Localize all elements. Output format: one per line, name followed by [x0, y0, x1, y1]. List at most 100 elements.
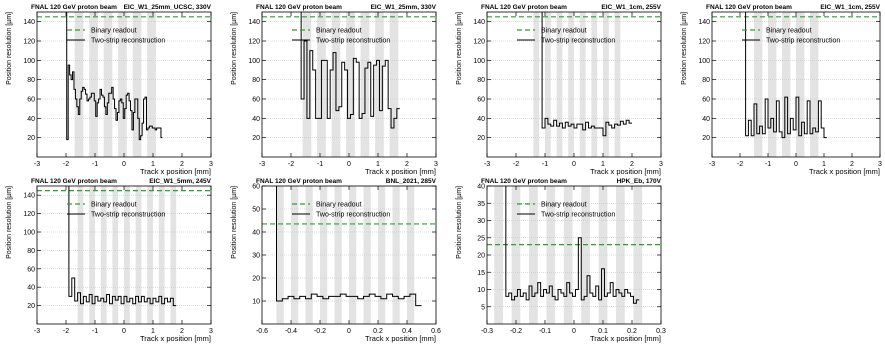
y-tick-label: 80 [477, 77, 485, 84]
x-tick-label: 1 [601, 161, 605, 168]
y-tick-label: 100 [248, 58, 260, 65]
x-tick-label: 0.1 [598, 328, 608, 335]
x-tick-label: 0.6 [431, 328, 441, 335]
strip-band [305, 186, 313, 324]
x-tick-label: 2 [180, 328, 184, 335]
x-axis-label: Track x position [mm] [140, 167, 211, 176]
y-tick-label: 10 [252, 299, 260, 306]
y-tick-label: 10 [477, 287, 485, 294]
x-tick-label: -0.1 [539, 328, 551, 335]
x-tick-label: -2 [737, 161, 743, 168]
y-tick-label: 20 [27, 135, 35, 142]
y-axis-label: Position resolution [µm] [231, 186, 238, 259]
beam-label: FNAL 120 GeV proton beam [256, 4, 342, 11]
x-tick-label: 1 [151, 328, 155, 335]
strip-band [563, 186, 573, 324]
y-tick-label: 40 [477, 184, 485, 191]
sensor-label: BNL_2021, 285V [386, 178, 437, 185]
y-tick-label: 80 [27, 248, 35, 255]
x-tick-label: 3 [659, 161, 663, 168]
x-tick-label: 1 [822, 161, 826, 168]
strip-band [782, 12, 791, 157]
strip-band [603, 12, 609, 157]
x-tick-label: 0 [347, 161, 351, 168]
chart-panel: -3 -2 -1 0 1 2 3 20 40 60 80 100 120 140 FNAL 120 GeV … [681, 4, 882, 176]
y-tick-label: 140 [698, 19, 710, 26]
x-tick-label: 0 [572, 161, 576, 168]
y-tick-label: 60 [252, 184, 260, 191]
sensor-label: HPK_Eb, 170V [617, 178, 662, 185]
legend-binary-label: Binary readout [541, 28, 587, 35]
y-tick-label: 60 [477, 97, 485, 104]
strip-band [363, 186, 371, 324]
x-tick-label: -0.3 [481, 328, 493, 335]
y-tick-label: 20 [477, 135, 485, 142]
two-strip-series [66, 12, 163, 141]
legend-binary-label: Binary readout [91, 202, 137, 209]
x-axis-label: Track x position [mm] [140, 334, 211, 343]
strip-band [494, 186, 503, 324]
strip-band [810, 12, 819, 157]
y-tick-label: 100 [23, 58, 35, 65]
x-tick-label: -1 [542, 161, 548, 168]
y-tick-label: 140 [248, 19, 260, 26]
y-tick-label: 120 [698, 39, 710, 46]
x-tick-label: 3 [209, 328, 213, 335]
strip-band [320, 186, 328, 324]
x-tick-label: -1 [765, 161, 771, 168]
y-tick-label: 60 [252, 97, 260, 104]
y-tick-label: 35 [477, 201, 485, 208]
legend-binary-label: Binary readout [316, 28, 362, 35]
y-tick-label: 20 [702, 135, 710, 142]
chart-panel: -3 -2 -1 0 1 2 3 20 40 60 80 100 120 140 FNAL 120 GeV … [6, 178, 213, 343]
x-tick-label: -1 [92, 328, 98, 335]
y-axis-label: Position resolution [µm] [456, 186, 463, 259]
chart-panel: -0.3 -0.2 -0.1 0 0.1 0.2 0.3 5 10 15 20 25 30 35 40FNA… [456, 178, 666, 343]
y-tick-label: 140 [473, 19, 485, 26]
x-tick-label: 0 [794, 161, 798, 168]
y-tick-label: 40 [477, 116, 485, 123]
x-tick-label: 2 [180, 161, 184, 168]
legend-two-strip-label: Two-strip reconstruction [91, 38, 165, 45]
beam-label: FNAL 120 GeV proton beam [256, 178, 342, 185]
x-tick-label: 0.2 [373, 328, 383, 335]
x-tick-label: 0 [122, 328, 126, 335]
y-tick-label: 100 [698, 58, 710, 65]
y-tick-label: 60 [27, 266, 35, 273]
strip-band [346, 12, 355, 157]
x-tick-label: -3 [34, 161, 40, 168]
x-tick-label: 3 [209, 161, 213, 168]
legend-binary-label: Binary readout [91, 28, 137, 35]
strip-band [768, 12, 777, 157]
legend-two-strip-label: Two-strip reconstruction [316, 212, 390, 219]
strip-band [103, 12, 113, 157]
strip-band [89, 12, 98, 157]
x-tick-label: 3 [878, 161, 882, 168]
x-tick-label: 0 [347, 328, 351, 335]
y-tick-label: 60 [702, 97, 710, 104]
y-tick-label: 60 [27, 97, 35, 104]
x-tick-label: -0.4 [285, 328, 297, 335]
strip-band [74, 12, 84, 157]
y-tick-label: 120 [23, 211, 35, 218]
x-tick-label: -2 [63, 161, 69, 168]
x-tick-label: -1 [92, 161, 98, 168]
strip-band [796, 12, 805, 157]
y-tick-label: 100 [23, 230, 35, 237]
y-tick-label: 20 [252, 135, 260, 142]
x-tick-label: 2 [405, 161, 409, 168]
y-tick-label: 80 [702, 77, 710, 84]
strip-band [77, 186, 84, 324]
x-tick-label: 1 [376, 161, 380, 168]
y-axis-label: Position resolution [µm] [456, 12, 463, 85]
beam-label: FNAL 120 GeV proton beam [481, 4, 567, 11]
y-axis-label: Position resolution [µm] [681, 12, 688, 85]
strip-band [100, 186, 107, 324]
strip-band [389, 12, 399, 157]
y-tick-label: 120 [23, 39, 35, 46]
x-tick-label: -2 [288, 161, 294, 168]
sensor-label: EIC_W1_5mm, 245V [149, 178, 211, 185]
y-tick-label: 40 [27, 285, 35, 292]
